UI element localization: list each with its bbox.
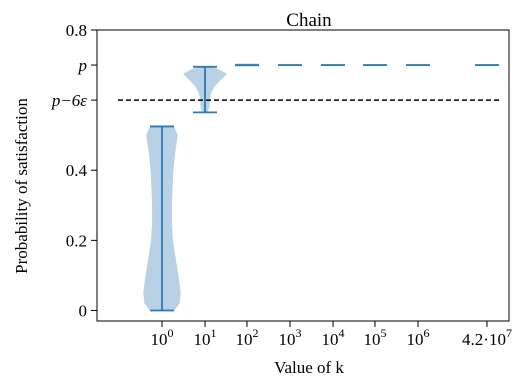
x-tick-label: 105 [364, 326, 387, 349]
x-tick-label: 100 [151, 326, 174, 349]
x-tick-label: 4.2·107 [462, 326, 512, 349]
x-axis-label: Value of k [274, 358, 344, 377]
y-tick-label: p−6ε [51, 91, 87, 110]
y-axis-label: Probability of satisfaction [12, 98, 31, 274]
y-tick-label: 0 [79, 301, 88, 320]
plot-frame [96, 29, 510, 322]
y-tick-label: 0.2 [66, 231, 87, 250]
x-tick-label: 102 [236, 326, 259, 349]
x-tick-label: 104 [322, 326, 345, 349]
plot-area [118, 63, 501, 312]
x-tick-label: 101 [194, 326, 217, 349]
y-tick-label: p [78, 56, 88, 75]
x-tick-label: 106 [407, 326, 430, 349]
y-tick-label: 0.4 [66, 161, 88, 180]
x-tick-label: 103 [279, 326, 302, 349]
y-tick-label: 0.8 [66, 21, 87, 40]
chart-title: Chain [286, 10, 332, 31]
